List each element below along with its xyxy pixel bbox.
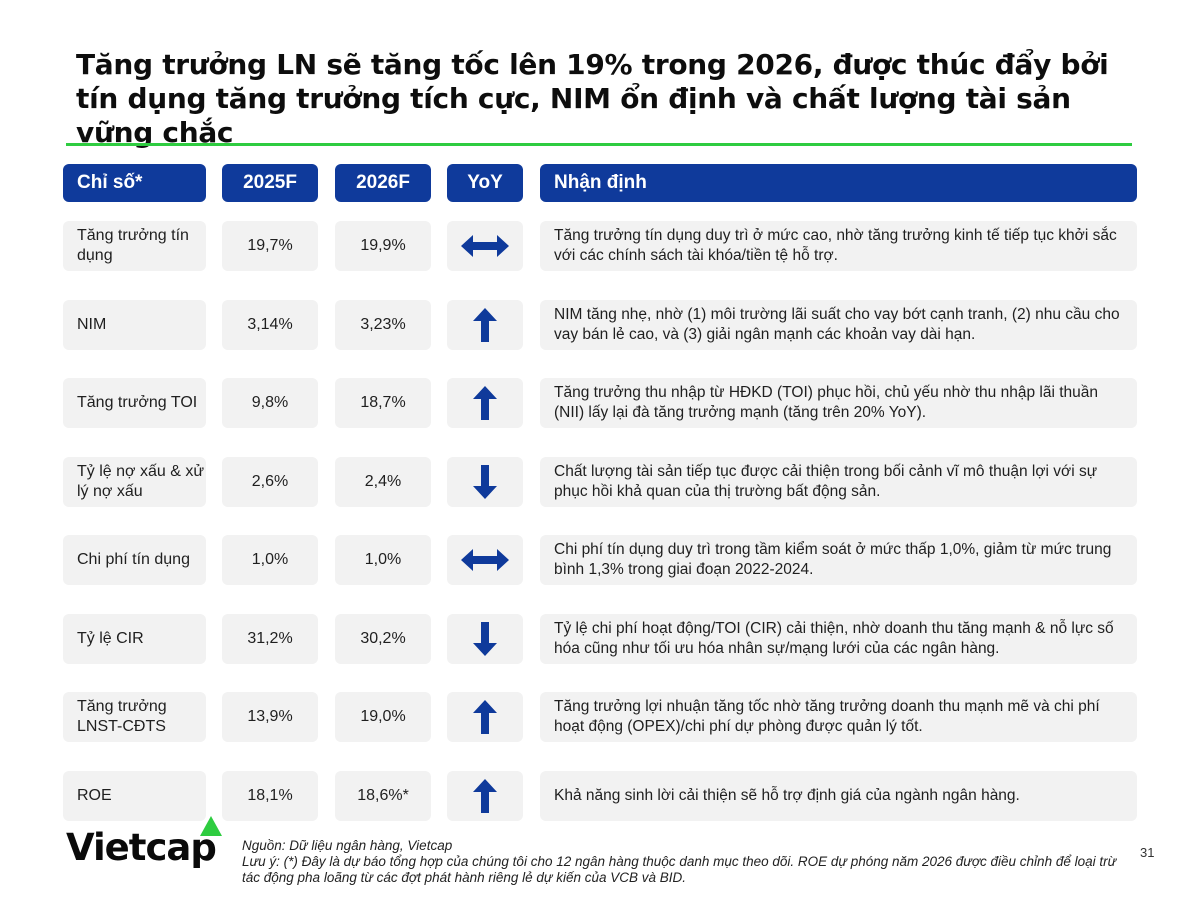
assessment-cell-text: Tăng trưởng thu nhập từ HĐKD (TOI) phục … [554,384,1098,421]
assessment-cell-text: Chi phí tín dụng duy trì trong tầm kiểm … [554,541,1112,578]
yoy-cell [447,771,523,821]
value-2025f-cell: 2,6% [222,457,318,507]
assessment-cell: Tăng trưởng tín dụng duy trì ở mức cao, … [540,221,1137,271]
up-arrow-icon [473,386,497,420]
metric-cell: Tăng trưởng tín dụng [63,221,206,271]
value-2026f-cell-text: 1,0% [364,551,402,568]
yoy-cell [447,692,523,742]
header-assessment: Nhận định [540,164,1137,202]
value-2025f-cell: 13,9% [222,692,318,742]
assessment-cell: Khả năng sinh lời cải thiện sẽ hỗ trợ đị… [540,771,1137,821]
value-2025f-cell: 18,1% [222,771,318,821]
value-2025f-cell: 9,8% [222,378,318,428]
metric-cell: Tỷ lệ CIR [63,614,206,664]
down-arrow-icon [473,622,497,656]
yoy-cell [447,378,523,428]
metric-cell: Tỷ lệ nợ xấu & xử lý nợ xấu [63,457,206,507]
value-2025f-cell-text: 31,2% [247,630,293,647]
yoy-cell [447,300,523,350]
assessment-cell: Tỷ lệ chi phí hoạt động/TOI (CIR) cải th… [540,614,1137,664]
assessment-cell: Tăng trưởng thu nhập từ HĐKD (TOI) phục … [540,378,1137,428]
up-arrow-icon [473,700,497,734]
value-2026f-cell: 2,4% [335,457,431,507]
yoy-cell [447,457,523,507]
value-2026f-cell-text: 19,0% [360,708,406,725]
metric-cell-text: Tỷ lệ nợ xấu & xử lý nợ xấu [77,463,205,500]
assessment-cell-text: Tăng trưởng lợi nhuận tăng tốc nhờ tăng … [554,698,1100,735]
metric-cell-text: Tỷ lệ CIR [77,630,144,647]
metric-cell: NIM [63,300,206,350]
assessment-cell-text: NIM tăng nhẹ, nhờ (1) môi trường lãi suấ… [554,306,1120,343]
value-2025f-cell: 3,14% [222,300,318,350]
metric-cell-text: Tăng trưởng LNST-CĐTS [77,698,167,735]
value-2026f-cell-text: 18,6%* [357,787,409,804]
header-yoy: YoY [447,164,523,202]
header-metric: Chỉ số* [63,164,206,202]
assessment-cell-text: Khả năng sinh lời cải thiện sẽ hỗ trợ đị… [554,787,1020,804]
metric-cell-text: Tăng trưởng TOI [77,394,198,411]
value-2026f-cell: 30,2% [335,614,431,664]
value-2026f-cell: 1,0% [335,535,431,585]
assessment-cell: NIM tăng nhẹ, nhờ (1) môi trường lãi suấ… [540,300,1137,350]
value-2025f-cell-text: 2,6% [251,473,289,490]
value-2026f-cell-text: 18,7% [360,394,406,411]
page-number: 31 [1140,845,1155,860]
value-2025f-cell-text: 19,7% [247,237,293,254]
horizontal-double-arrow-icon [461,235,509,257]
horizontal-double-arrow-icon [461,549,509,571]
metric-cell-text: Tăng trưởng tín dụng [77,227,189,264]
value-2025f-cell-text: 9,8% [251,394,289,411]
value-2025f-cell-text: 1,0% [251,551,289,568]
metric-cell-text: Chi phí tín dụng [77,551,190,568]
value-2026f-cell-text: 30,2% [360,630,406,647]
metric-cell: Tăng trưởng TOI [63,378,206,428]
metric-cell-text: ROE [77,787,112,804]
value-2026f-cell: 19,0% [335,692,431,742]
title-divider [66,143,1132,146]
up-arrow-icon [473,779,497,813]
assessment-cell: Tăng trưởng lợi nhuận tăng tốc nhờ tăng … [540,692,1137,742]
metric-cell: ROE [63,771,206,821]
assessment-cell: Chi phí tín dụng duy trì trong tầm kiểm … [540,535,1137,585]
yoy-cell [447,221,523,271]
value-2026f-cell: 18,6%* [335,771,431,821]
vietcap-logo: Vietcap [66,826,217,869]
assessment-cell-text: Tăng trưởng tín dụng duy trì ở mức cao, … [554,227,1117,264]
assessment-cell: Chất lượng tài sản tiếp tục được cải thi… [540,457,1137,507]
value-2026f-cell: 19,9% [335,221,431,271]
down-arrow-icon [473,465,497,499]
footnote-source: Nguồn: Dữ liệu ngân hàng, Vietcap [242,838,453,853]
value-2025f-cell-text: 18,1% [247,787,293,804]
metric-cell: Tăng trưởng LNST-CĐTS [63,692,206,742]
yoy-cell [447,614,523,664]
assessment-cell-text: Tỷ lệ chi phí hoạt động/TOI (CIR) cải th… [554,620,1114,657]
value-2026f-cell: 3,23% [335,300,431,350]
value-2026f-cell: 18,7% [335,378,431,428]
metric-cell-text: NIM [77,316,107,333]
metric-cell: Chi phí tín dụng [63,535,206,585]
header-2026f: 2026F [335,164,431,202]
slide-title: Tăng trưởng LN sẽ tăng tốc lên 19% trong… [76,48,1109,149]
footnote: Nguồn: Dữ liệu ngân hàng, Vietcap Lưu ý:… [242,838,1122,886]
header-2025f: 2025F [222,164,318,202]
value-2025f-cell: 19,7% [222,221,318,271]
value-2026f-cell-text: 3,23% [360,316,406,333]
value-2026f-cell-text: 2,4% [364,473,402,490]
value-2025f-cell: 1,0% [222,535,318,585]
footnote-note: Lưu ý: (*) Đây là dự báo tổng hợp của ch… [242,854,1117,885]
value-2025f-cell-text: 3,14% [247,316,293,333]
value-2025f-cell-text: 13,9% [247,708,293,725]
value-2025f-cell: 31,2% [222,614,318,664]
yoy-cell [447,535,523,585]
assessment-cell-text: Chất lượng tài sản tiếp tục được cải thi… [554,463,1098,500]
up-arrow-icon [473,308,497,342]
value-2026f-cell-text: 19,9% [360,237,406,254]
logo-triangle-icon [200,816,222,836]
